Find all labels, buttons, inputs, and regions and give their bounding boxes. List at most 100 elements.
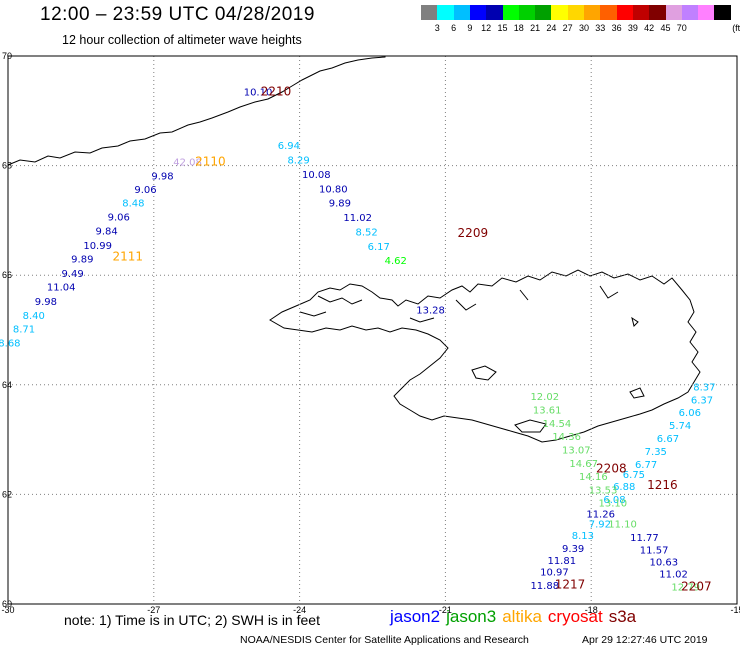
swh-label: 11.26 <box>586 509 615 520</box>
colorbar-label: 21 <box>530 23 541 33</box>
swh-label: 9.84 <box>95 227 117 238</box>
colorbar-swatch <box>632 5 650 20</box>
longitude-tick-label: -15 <box>730 605 740 615</box>
legend-jason2: jason2 <box>390 607 441 626</box>
colorbar-label: 42 <box>644 23 655 33</box>
track-2208: 12.02 13.61 14.54 14.36 13.07 14.67 14.16 13.53… <box>530 392 636 530</box>
swh-label: 11.88 <box>530 581 559 592</box>
swh-label: 6.67 <box>657 434 679 445</box>
swh-label: 13.28 <box>416 306 445 317</box>
pass-time-label: 2110 <box>195 155 226 169</box>
swh-label: 8.48 <box>122 199 144 210</box>
colorbar-label: 12 <box>481 23 492 33</box>
legend-s3a: s3a <box>608 607 637 626</box>
latitude-tick-label: 66 <box>2 270 12 280</box>
swh-label: 14.67 <box>569 459 598 470</box>
swh-label: 9.98 <box>35 297 57 308</box>
track-2111: 11.04 9.98 8.40 8.71 8.68 <box>0 283 76 350</box>
colorbar-label: 30 <box>578 23 589 33</box>
colorbar-label: 9 <box>467 23 473 33</box>
swh-label: 8.52 <box>355 228 377 239</box>
track-1216: 8.37 6.37 6.06 5.74 6.67 7.35 6.776.756.88 6.08… <box>530 382 715 592</box>
colorbar-label: 6 <box>451 23 457 33</box>
longitude-tick-label: -21 <box>439 605 452 615</box>
satellite-legend: jason2 jason3 altika cryosat s3a <box>390 607 642 627</box>
colorbar-swatch <box>665 5 683 20</box>
longitude-tick-label: -27 <box>147 605 160 615</box>
colorbar-label: 3 <box>434 23 440 33</box>
colorbar-label: 36 <box>611 23 622 33</box>
swh-label: 11.02 <box>343 213 372 224</box>
longitude-tick-label: -30 <box>1 605 14 615</box>
swh-label: 12.79 <box>671 582 700 593</box>
swh-label: 9.06 <box>108 212 130 223</box>
swh-label: 11.04 <box>47 283 76 294</box>
pass-labels: 2210 2110 2209 2111 2208 1216 1217 2207 <box>112 84 711 593</box>
swh-label: 9.49 <box>61 269 83 280</box>
longitude-tick-label: -24 <box>293 605 306 615</box>
map-frame <box>7 55 738 605</box>
colorbar-swatch <box>600 5 618 20</box>
swh-label: 11.10 <box>608 519 637 530</box>
swh-label: 13.10 <box>598 498 627 509</box>
latitude-tick-label: 68 <box>2 161 12 171</box>
swh-label: 6.75 <box>623 470 645 481</box>
pass-time-label: 2111 <box>112 249 143 263</box>
colorbar-swatch <box>518 5 536 20</box>
swh-label: 11.77 <box>630 533 659 544</box>
swh-label: 9.98 <box>151 171 173 182</box>
colorbar-label: 33 <box>595 23 606 33</box>
satellite-tracks: 10.1042.089.989.068.489.069.8410.999.899… <box>0 87 716 593</box>
latitude-tick-label: 62 <box>2 489 12 499</box>
swh-label: 42.08 <box>173 158 202 169</box>
colorbar-swatch <box>453 5 471 20</box>
swh-label: 13.07 <box>562 445 591 456</box>
colorbar-swatch <box>567 5 585 20</box>
swh-label: 8.29 <box>287 155 309 166</box>
map-title: 12:00 – 23:59 UTC 04/28/2019 <box>40 4 315 25</box>
swh-label: 4.62 <box>385 256 407 267</box>
swh-label: 6.77 <box>635 460 657 471</box>
swh-label: 10.08 <box>302 170 331 181</box>
legend-cryosat: cryosat <box>547 607 603 626</box>
iceland-coastline <box>269 269 701 443</box>
greenland-coastline <box>7 55 386 166</box>
latitude-tick-label: 70 <box>2 51 12 61</box>
swh-label: 9.06 <box>134 185 156 196</box>
colorbar-swatch <box>649 5 667 20</box>
colorbar-swatch <box>714 5 732 20</box>
swh-label: 5.74 <box>669 421 691 432</box>
legend-altika: altika <box>502 607 542 626</box>
swh-label: 14.36 <box>552 432 581 443</box>
colorbar-label: 39 <box>627 23 638 33</box>
swh-label: 10.99 <box>83 241 112 252</box>
swh-label: 10.63 <box>650 558 679 569</box>
swh-label: 14.54 <box>543 419 572 430</box>
colorbar-label: 27 <box>562 23 573 33</box>
swh-label: 9.89 <box>329 199 351 210</box>
colorbar-label: 18 <box>513 23 524 33</box>
colorbar-swatch <box>616 5 634 20</box>
swh-label: 9.39 <box>562 544 584 555</box>
colorbar-swatch <box>584 5 601 20</box>
latitude-tick-label: 60 <box>2 599 12 609</box>
swh-label: 13.61 <box>533 405 562 416</box>
axis-ticks: -30 -27 -24 -21 -18 -15 60 62 64 66 68 70 <box>1 51 740 615</box>
pass-time-label: 2208 <box>596 461 627 475</box>
latitude-tick-label: 64 <box>2 380 12 390</box>
longitude-tick-label: -18 <box>585 605 598 615</box>
colorbar-swatch <box>421 5 438 20</box>
pass-time-label: 1216 <box>647 478 678 492</box>
pass-time-label: 2207 <box>681 579 712 593</box>
swh-label: 11.57 <box>640 546 669 557</box>
swh-label: 7.92 <box>589 519 611 530</box>
swh-label: 11.81 <box>547 556 576 567</box>
colorbar-swatch <box>551 5 569 20</box>
swh-label: 10.97 <box>540 568 569 579</box>
swh-label: 11.02 <box>659 570 688 581</box>
swh-label: 6.17 <box>368 242 390 253</box>
generation-timestamp: Apr 29 12:27:46 UTC 2019 <box>582 634 708 646</box>
land-layer <box>7 55 701 443</box>
credit-text: NOAA/NESDIS Center for Satellite Applica… <box>240 634 529 646</box>
